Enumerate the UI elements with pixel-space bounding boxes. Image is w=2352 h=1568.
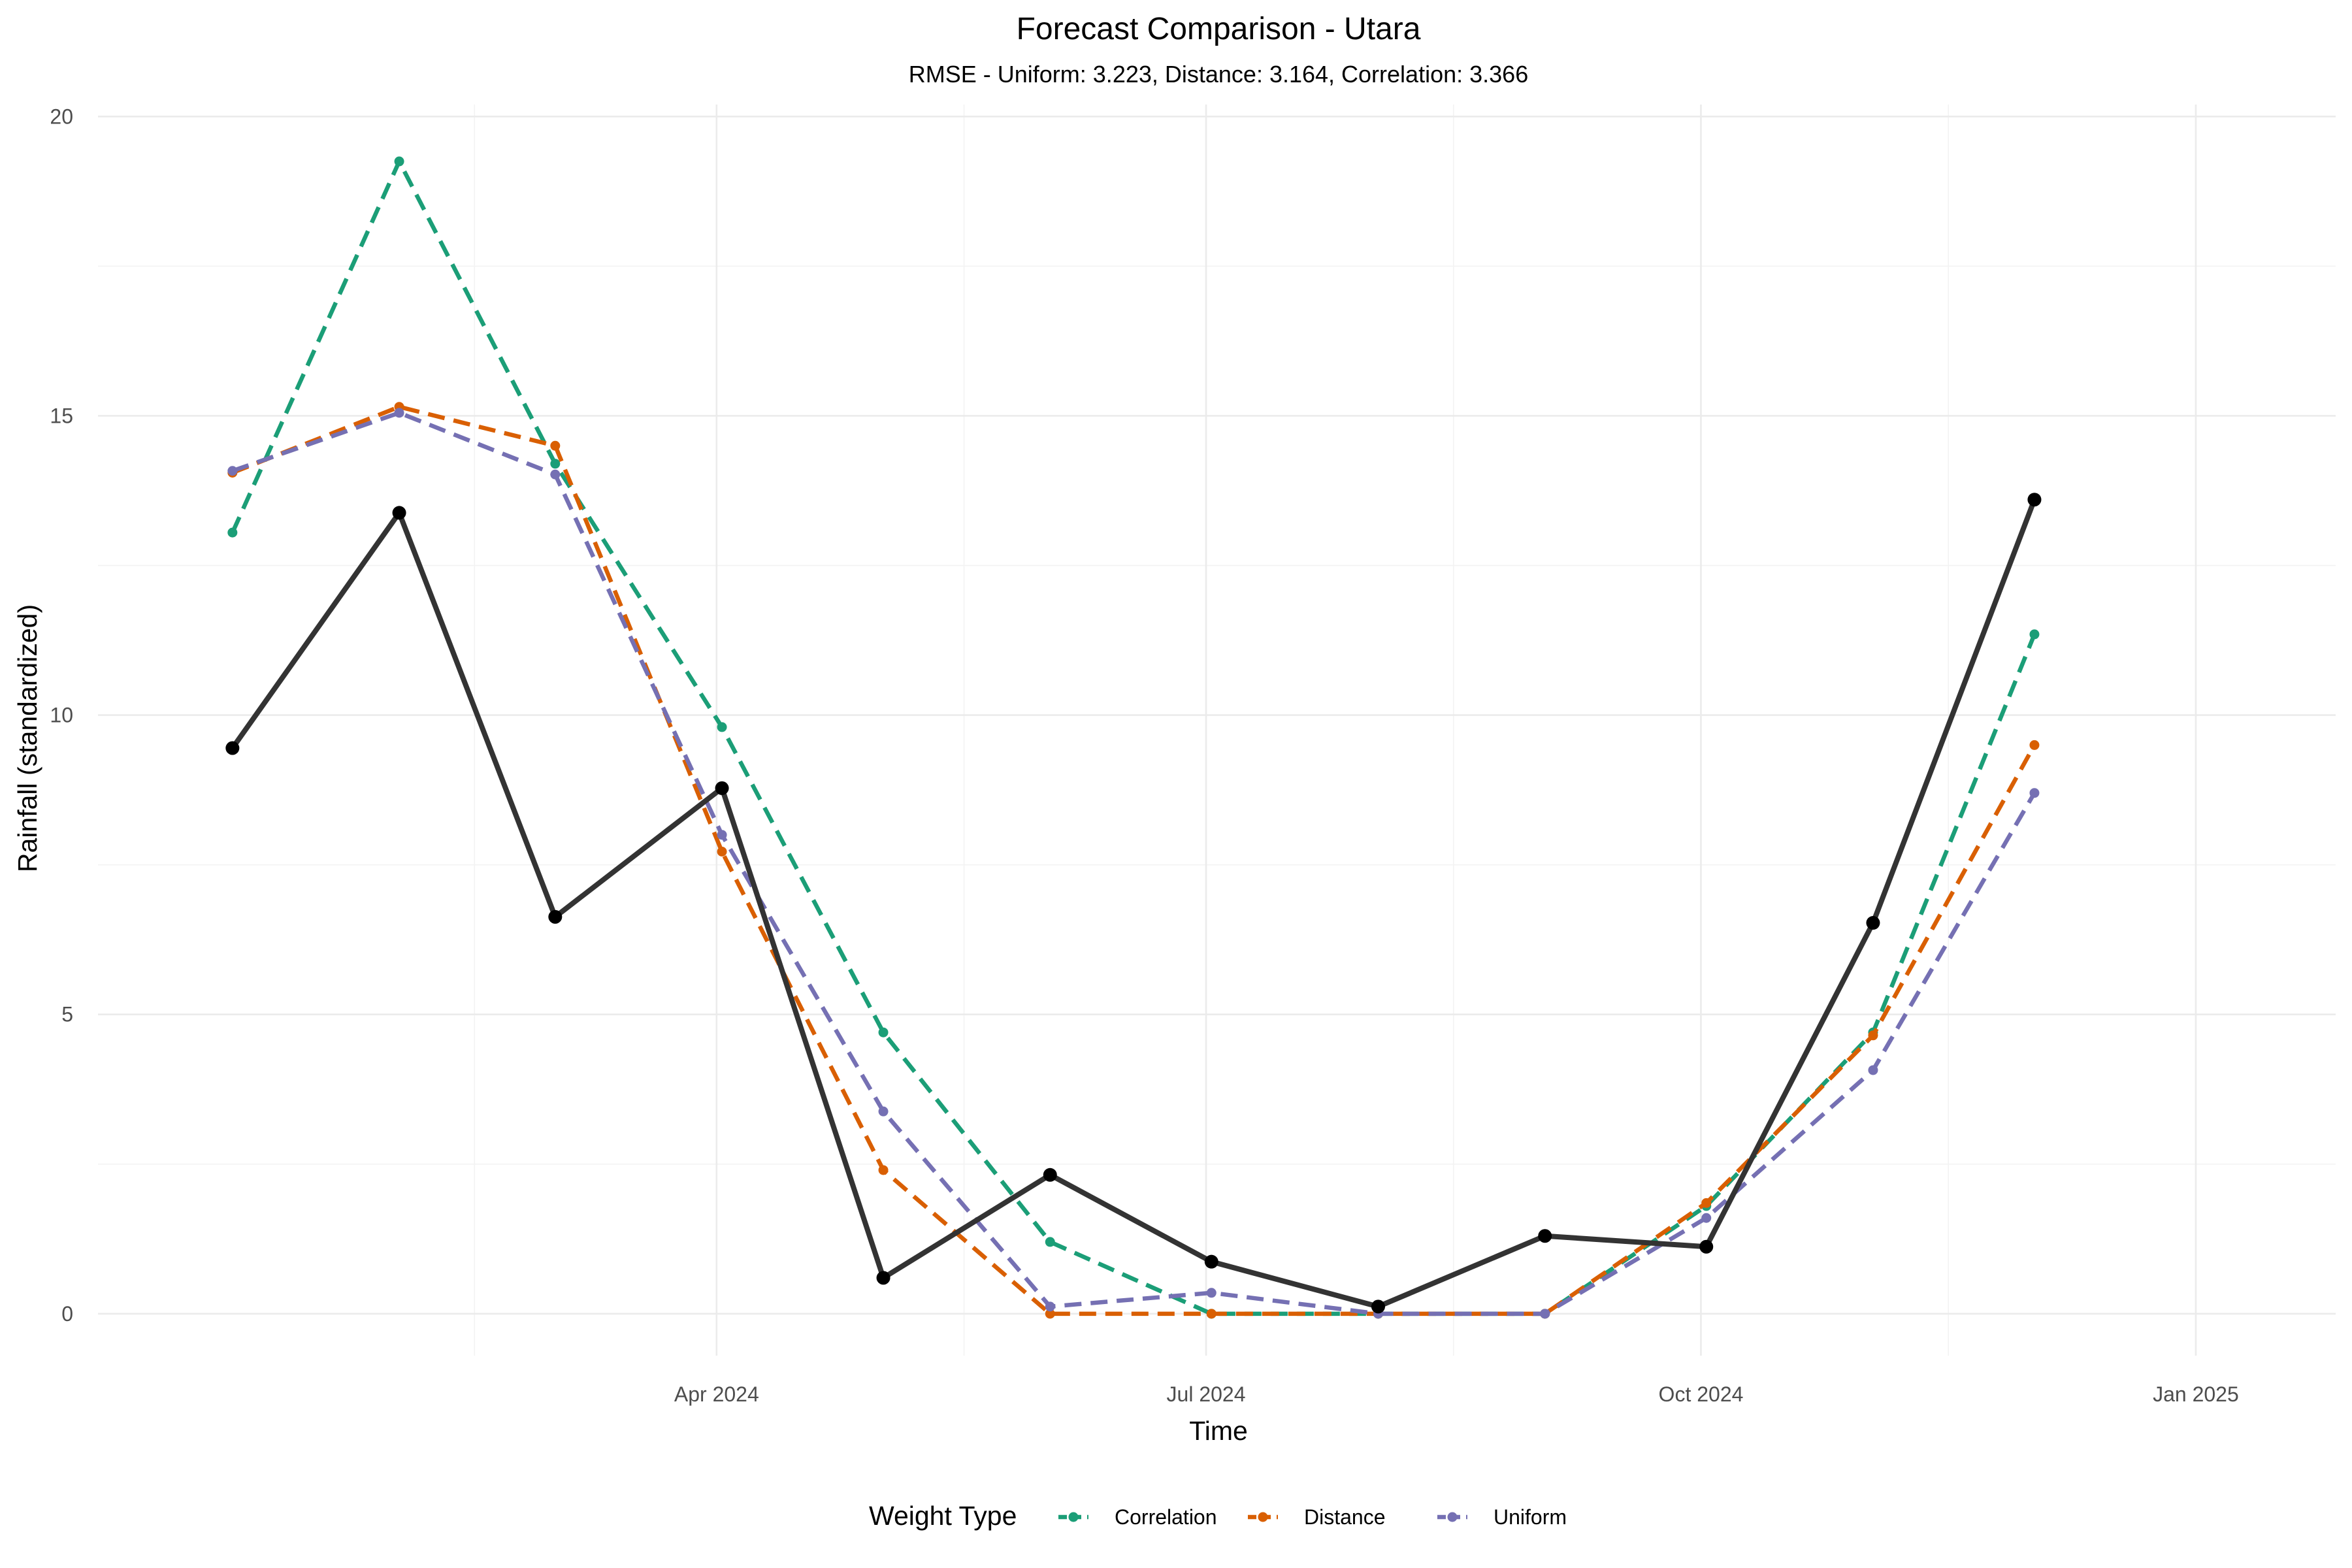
data-point-observed [1371,1299,1385,1314]
data-point-correlation [227,527,238,538]
data-point-uniform [1206,1288,1217,1298]
data-point-distance [1701,1198,1712,1208]
y-axis-ticks: 0 5 10 15 20 [50,105,73,1326]
legend-key-point [1068,1512,1079,1522]
legend: Weight Type Correlation Distance Uniform [869,1501,1567,1531]
data-point-distance [1206,1309,1217,1319]
data-point-observed [1538,1229,1552,1243]
legend-item-correlation: Correlation [1058,1505,1217,1529]
data-point-observed [1043,1168,1057,1182]
chart-subtitle: RMSE - Uniform: 3.223, Distance: 3.164, … [909,61,1528,88]
data-point-uniform [394,408,404,418]
legend-label: Distance [1304,1505,1386,1529]
x-tick-label: Jul 2024 [1167,1382,1246,1406]
data-point-distance [2029,740,2040,750]
grid [98,105,2336,1356]
data-point-observed [1204,1254,1218,1269]
series-lines [225,156,2042,1319]
observed-line [230,498,2037,1309]
y-tick-label: 20 [50,105,73,128]
data-point-uniform [1701,1213,1712,1223]
data-point-uniform [1868,1065,1878,1075]
y-tick-label: 15 [50,404,73,427]
data-point-distance [717,847,727,857]
x-tick-label: Oct 2024 [1659,1382,1744,1406]
legend-item-uniform: Uniform [1437,1505,1567,1529]
data-point-observed [2027,493,2042,507]
legend-title: Weight Type [869,1501,1017,1531]
y-tick-label: 10 [50,704,73,727]
legend-item-distance: Distance [1248,1505,1386,1529]
legend-items: Correlation Distance Uniform [1058,1505,1567,1529]
data-point-correlation [717,722,727,732]
y-axis-label: Rainfall (standardized) [12,604,42,872]
data-point-observed [392,506,406,520]
x-axis-label: Time [1189,1416,1248,1446]
data-point-correlation [1045,1237,1055,1247]
series-line-correlation [230,159,2036,1316]
data-point-correlation [878,1027,889,1037]
data-point-distance [1045,1309,1055,1319]
y-tick-label: 5 [61,1003,73,1026]
legend-label: Uniform [1494,1505,1567,1529]
series-distance [227,402,2040,1319]
x-tick-label: Apr 2024 [674,1382,759,1406]
data-point-correlation [2029,629,2040,640]
series-line-uniform [231,410,2036,1316]
data-point-distance [878,1165,889,1175]
data-point-observed [1699,1239,1714,1254]
data-point-uniform [717,830,727,840]
series-uniform [227,408,2040,1319]
chart-title: Forecast Comparison - Utara [1017,12,1421,46]
data-point-uniform [550,469,561,480]
data-point-uniform [878,1106,889,1117]
series-line-distance [231,404,2036,1316]
x-axis-ticks: Apr 2024 Jul 2024 Oct 2024 Jan 2025 [674,1382,2239,1406]
series-observed [225,493,2042,1314]
data-point-distance [550,440,561,451]
data-point-observed [225,741,240,755]
legend-label: Correlation [1115,1505,1217,1529]
y-tick-label: 0 [61,1302,73,1326]
data-point-observed [876,1271,890,1285]
legend-key-point [1447,1512,1458,1522]
data-point-observed [548,909,563,924]
data-point-correlation [394,156,404,167]
data-point-uniform [2029,788,2040,798]
data-point-distance [1868,1030,1878,1041]
legend-key-point [1258,1512,1268,1522]
x-tick-label: Jan 2025 [2153,1382,2239,1406]
data-point-observed [715,781,729,795]
data-point-correlation [550,459,561,469]
data-point-uniform [1540,1309,1550,1319]
data-point-uniform [227,466,238,476]
data-point-observed [1866,916,1880,930]
data-point-uniform [1045,1301,1055,1312]
